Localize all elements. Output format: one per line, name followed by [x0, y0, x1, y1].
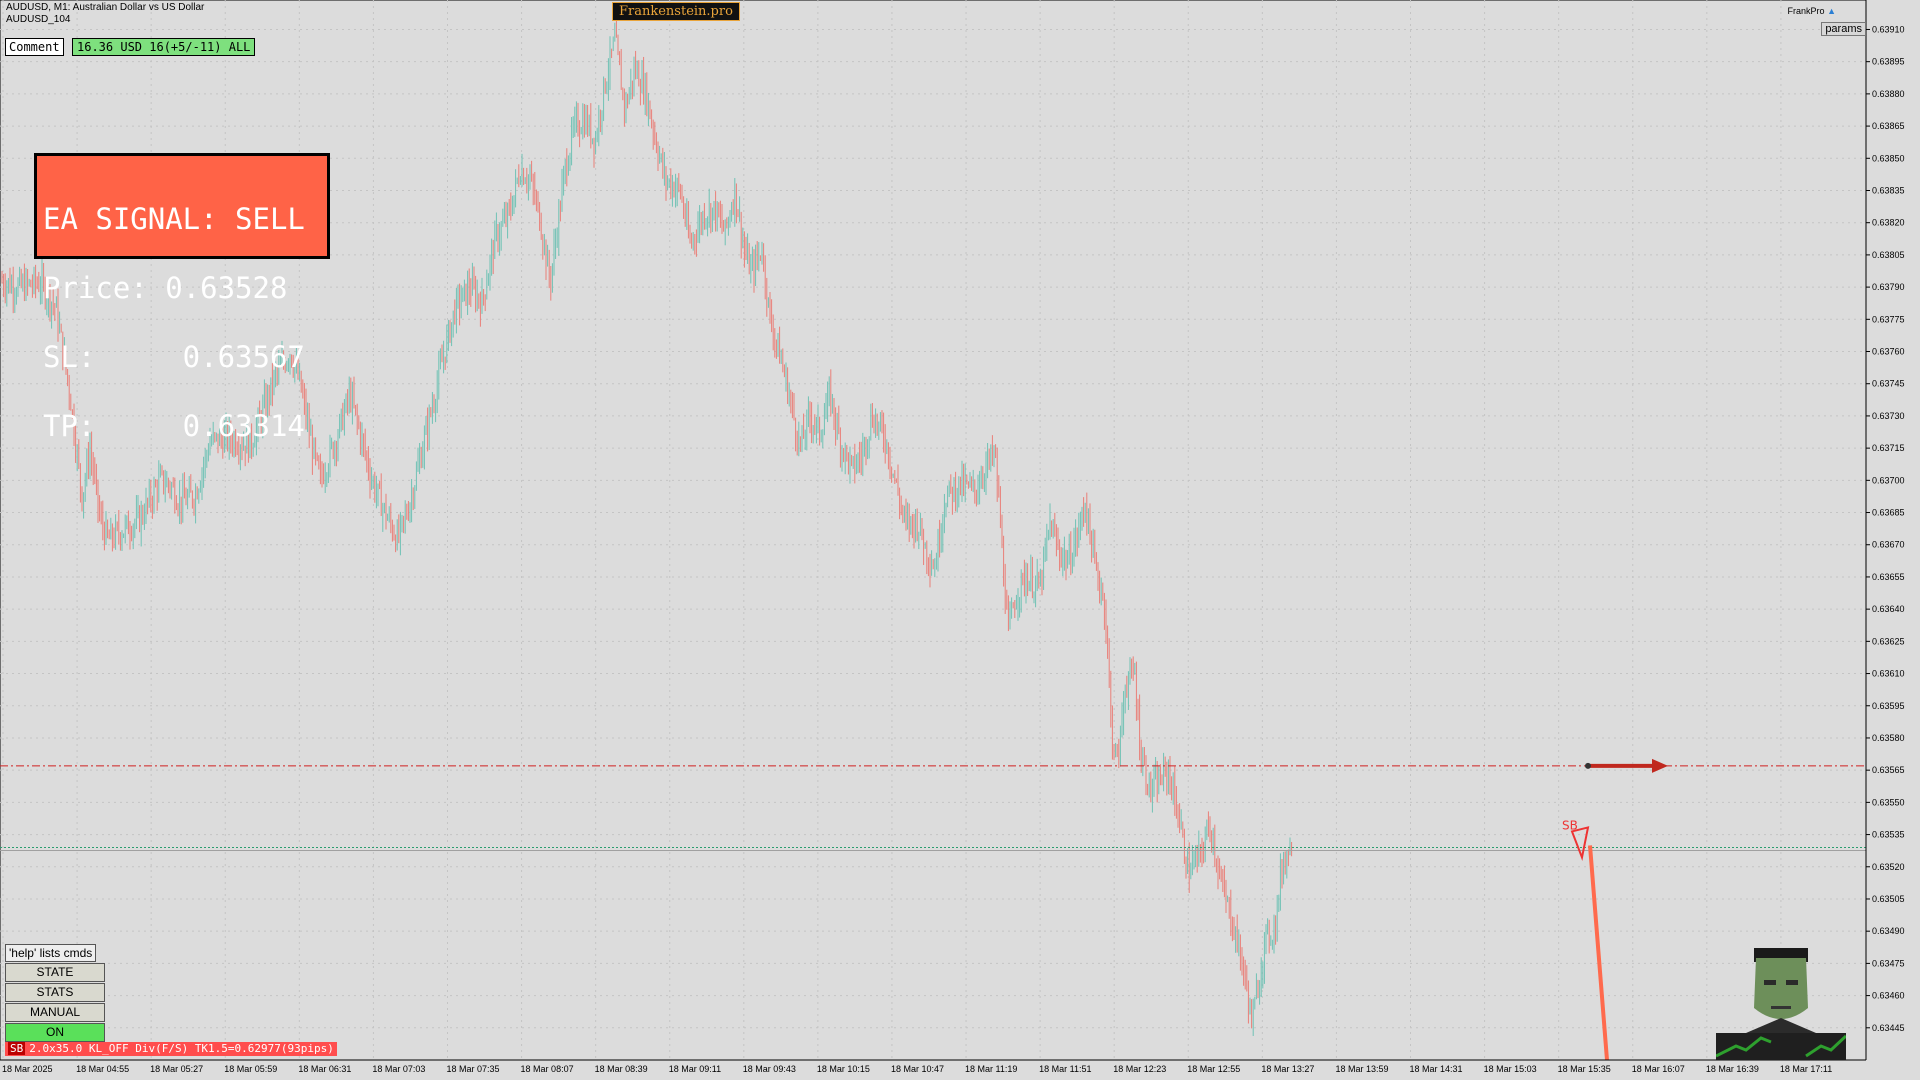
- price-tick-label: 0.63730: [1872, 411, 1905, 421]
- time-tick-label: 18 Mar 04:55: [76, 1064, 129, 1074]
- time-tick-label: 18 Mar 17:11: [1780, 1064, 1832, 1074]
- time-tick-label: 18 Mar 10:47: [891, 1064, 944, 1074]
- state-button[interactable]: STATE: [5, 963, 105, 982]
- price-tick-label: 0.63790: [1872, 282, 1905, 292]
- time-tick-label: 18 Mar 16:07: [1632, 1064, 1685, 1074]
- price-tick-label: 0.63835: [1872, 185, 1905, 195]
- status-bar: SB 2.0x35.0 KL_OFF Div(F/S) TK1.5=0.62977…: [5, 1042, 337, 1056]
- on-toggle[interactable]: ON: [5, 1023, 105, 1042]
- brand-logo[interactable]: Frankenstein.pro: [612, 2, 740, 21]
- price-tick-label: 0.63520: [1872, 862, 1905, 872]
- signal-sl: SL: 0.63567: [43, 340, 305, 374]
- price-tick-label: 0.63580: [1872, 733, 1905, 743]
- frankpro-text: FrankPro: [1787, 6, 1825, 16]
- time-tick-label: 18 Mar 05:27: [150, 1064, 203, 1074]
- candles: [1, 19, 1293, 1036]
- time-tick-label: 18 Mar 08:07: [521, 1064, 574, 1074]
- price-tick-label: 0.63910: [1872, 24, 1905, 34]
- time-tick-label: 18 Mar 13:59: [1335, 1064, 1388, 1074]
- manual-button[interactable]: MANUAL: [5, 1003, 105, 1022]
- price-axis: 0.63910 0.63895 0.63880 0.63865 0.63850 0.638…: [1865, 0, 1920, 1080]
- time-tick-label: 18 Mar 05:59: [224, 1064, 277, 1074]
- time-tick-label: 18 Mar 2025: [2, 1064, 53, 1074]
- time-tick-label: 18 Mar 13:27: [1261, 1064, 1314, 1074]
- params-button[interactable]: params: [1821, 22, 1866, 36]
- ea-id: AUDUSD_104: [6, 14, 71, 25]
- signal-price: Price: 0.63528: [43, 271, 288, 305]
- pnl-badge: 16.36 USD 16(+5/-11) ALL: [72, 38, 256, 56]
- time-tick-label: 18 Mar 14:31: [1410, 1064, 1463, 1074]
- price-tick-label: 0.63535: [1872, 830, 1905, 840]
- price-tick-label: 0.63640: [1872, 604, 1905, 614]
- price-tick-label: 0.63850: [1872, 153, 1905, 163]
- time-tick-label: 18 Mar 16:39: [1706, 1064, 1759, 1074]
- stats-button[interactable]: STATS: [5, 983, 105, 1002]
- price-tick-label: 0.63625: [1872, 636, 1905, 646]
- price-tick-label: 0.63805: [1872, 250, 1905, 260]
- time-tick-label: 18 Mar 12:23: [1113, 1064, 1166, 1074]
- time-tick-label: 18 Mar 15:35: [1558, 1064, 1611, 1074]
- time-tick-label: 18 Mar 09:11: [669, 1064, 721, 1074]
- chart-header: AUDUSD, M1: Australian Dollar vs US Doll…: [6, 2, 204, 26]
- price-tick-label: 0.63655: [1872, 572, 1905, 582]
- time-tick-label: 18 Mar 15:03: [1484, 1064, 1537, 1074]
- time-tick-label: 18 Mar 07:03: [372, 1064, 425, 1074]
- sb-triangle: [1570, 826, 1590, 862]
- time-tick-label: 18 Mar 07:35: [446, 1064, 499, 1074]
- sell-arrow-head: [1652, 758, 1668, 773]
- price-tick-label: 0.63550: [1872, 797, 1905, 807]
- price-tick-label: 0.63820: [1872, 218, 1905, 228]
- price-tick-label: 0.63685: [1872, 508, 1905, 518]
- signal-panel: EA SIGNAL: SELL Price: 0.63528 SL: 0.635…: [34, 153, 330, 441]
- symbol-title: AUDUSD, M1: Australian Dollar vs US Doll…: [6, 2, 205, 13]
- frankenstein-avatar: [1716, 948, 1846, 1060]
- price-tick-label: 0.63475: [1872, 958, 1905, 968]
- price-tick-label: 0.63760: [1872, 347, 1905, 357]
- price-tick-label: 0.63880: [1872, 89, 1905, 99]
- price-tick-label: 0.63565: [1872, 765, 1905, 775]
- price-tick-label: 0.63445: [1872, 1023, 1905, 1033]
- price-axis-bg: [1866, 0, 1920, 1080]
- status-text: 2.0x35.0 KL_OFF Div(F/S) TK1.5=0.62977(9…: [29, 1042, 334, 1055]
- time-axis: 18 Mar 2025 18 Mar 04:55 18 Mar 05:27 18 Ma…: [0, 1059, 1866, 1074]
- price-tick-label: 0.63745: [1872, 379, 1905, 389]
- price-tick-label: 0.63715: [1872, 443, 1905, 453]
- time-tick-label: 18 Mar 11:51: [1039, 1064, 1091, 1074]
- price-tick-label: 0.63670: [1872, 540, 1905, 550]
- sb-annotation: SB: [1562, 818, 1578, 832]
- signal-tp: TP: 0.63314: [43, 409, 305, 443]
- signal-title: EA SIGNAL: SELL: [43, 202, 305, 236]
- price-tick-label: 0.63460: [1872, 991, 1905, 1001]
- time-tick-label: 18 Mar 10:15: [817, 1064, 870, 1074]
- comment-button[interactable]: Comment: [5, 38, 64, 56]
- time-tick-label: 18 Mar 08:39: [595, 1064, 648, 1074]
- help-button[interactable]: 'help' lists cmds: [5, 944, 97, 962]
- trade-marker: [1585, 762, 1591, 769]
- status-tag: SB: [8, 1042, 26, 1055]
- cap-icon: ▲: [1827, 6, 1836, 16]
- time-tick-label: 18 Mar 11:19: [965, 1064, 1017, 1074]
- frankpro-label: FrankPro ▲: [1788, 6, 1836, 16]
- tp-projection-line: [1588, 845, 1609, 1061]
- price-tick-label: 0.63700: [1872, 475, 1905, 485]
- price-tick-label: 0.63775: [1872, 314, 1905, 324]
- time-tick-label: 18 Mar 12:55: [1187, 1064, 1240, 1074]
- time-tick-label: 18 Mar 06:31: [298, 1064, 351, 1074]
- price-tick-label: 0.63865: [1872, 121, 1905, 131]
- price-tick-label: 0.63595: [1872, 701, 1905, 711]
- price-tick-label: 0.63895: [1872, 57, 1905, 67]
- price-tick-label: 0.63610: [1872, 669, 1905, 679]
- price-tick-label: 0.63505: [1872, 894, 1905, 904]
- time-tick-label: 18 Mar 09:43: [743, 1064, 796, 1074]
- price-tick-label: 0.63490: [1872, 926, 1905, 936]
